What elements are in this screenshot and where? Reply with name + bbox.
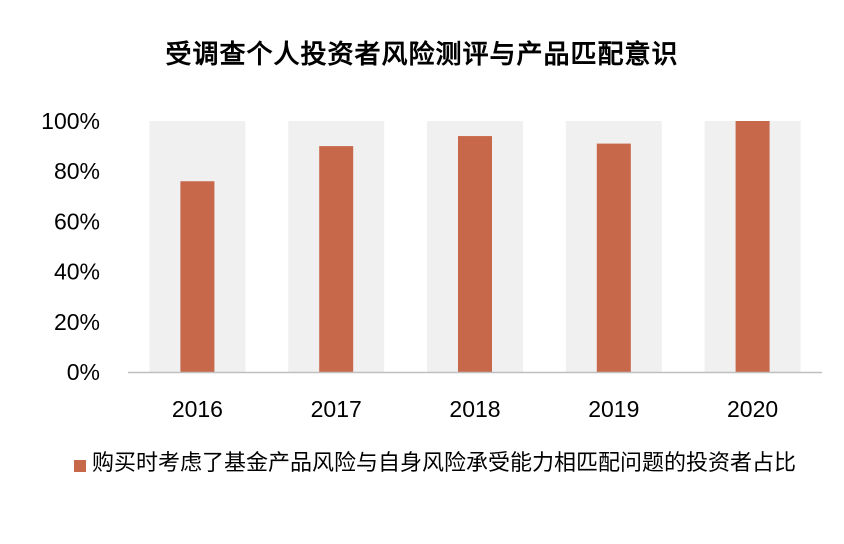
y-tick-label: 60% — [54, 208, 100, 234]
y-tick-label: 20% — [54, 309, 100, 335]
x-tick-label: 2019 — [588, 396, 639, 422]
x-tick-label: 2020 — [727, 396, 778, 422]
bar-2019 — [596, 143, 631, 372]
x-tick-label: 2016 — [172, 396, 223, 422]
y-tick-labels: 0% 20% 40% 60% 80% 100% — [41, 108, 100, 385]
x-tick-labels: 2016 2017 2018 2019 2020 — [172, 396, 778, 422]
y-tick-label: 0% — [67, 359, 100, 385]
bar-2020 — [735, 121, 770, 372]
bar-2018 — [458, 136, 492, 372]
legend-swatch — [74, 460, 86, 472]
bar-2016 — [180, 181, 215, 372]
bars — [180, 121, 770, 372]
bar-2017 — [319, 146, 354, 372]
chart-title: 受调查个人投资者风险测评与产品匹配意识 — [165, 40, 679, 70]
legend-label: 购买时考虑了基金产品风险与自身风险承受能力相匹配问题的投资者占比 — [92, 451, 797, 476]
y-tick-label: 40% — [54, 259, 100, 285]
y-tick-label: 100% — [41, 108, 100, 134]
y-tick-label: 80% — [54, 158, 100, 184]
x-tick-label: 2018 — [449, 396, 500, 422]
x-tick-label: 2017 — [311, 396, 362, 422]
